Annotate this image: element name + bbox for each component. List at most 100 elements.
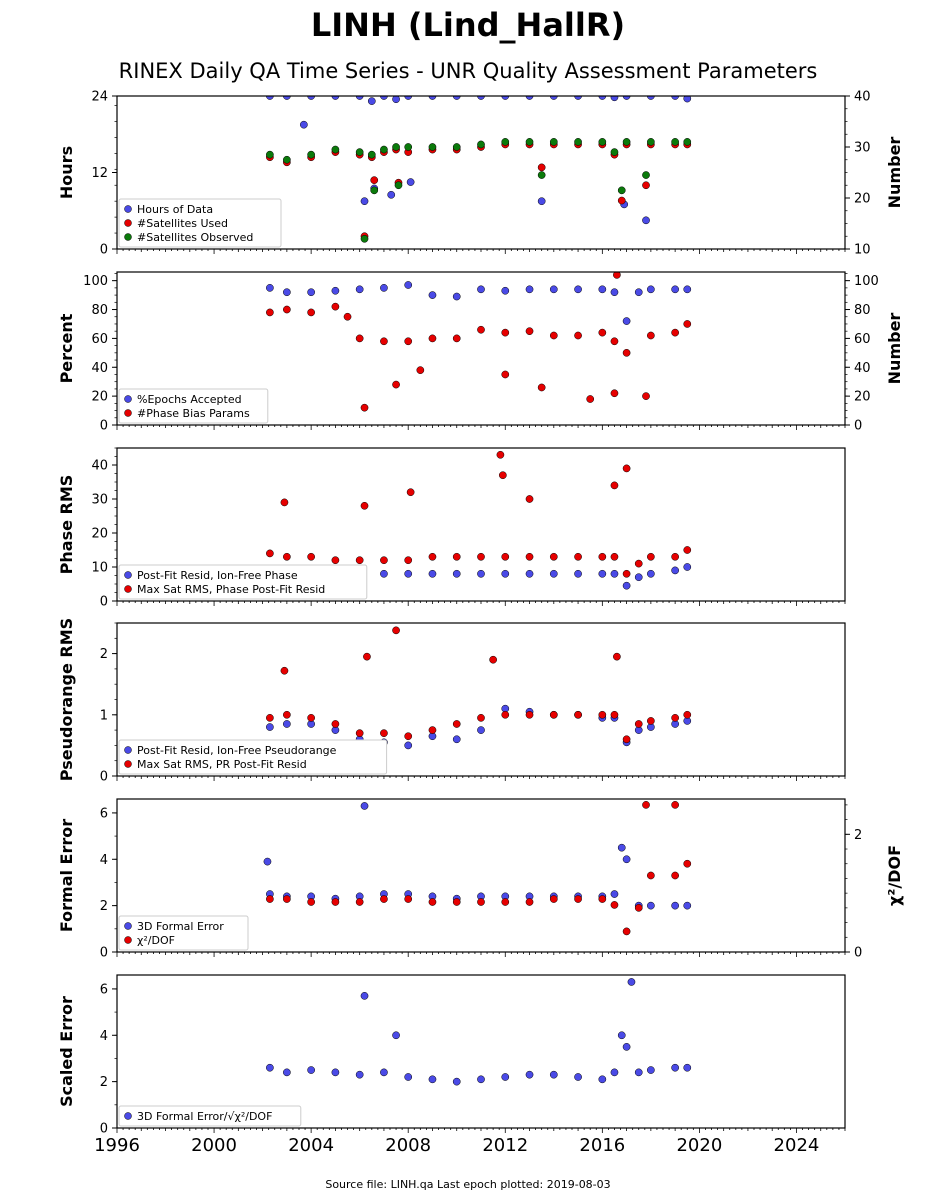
legend-label: #Satellites Used bbox=[137, 217, 228, 230]
y-tick-label: 24 bbox=[91, 90, 108, 105]
data-point--satellites-observed bbox=[671, 138, 679, 146]
data-point-hours-of-data bbox=[392, 96, 400, 104]
data-point--satellites-observed bbox=[307, 150, 315, 159]
y-tick-label: 2 bbox=[100, 647, 108, 662]
data-point--dof bbox=[634, 904, 643, 912]
data-point-max-sat-rms-phase-post-fit-resid bbox=[525, 552, 534, 561]
data-point-3d-formal-error-dof bbox=[683, 1063, 692, 1072]
data-point--phase-bias-params bbox=[307, 308, 315, 317]
legend-label: Post-Fit Resid, Ion-Free Pseudorange bbox=[137, 744, 337, 757]
y-right-tick-label: 100 bbox=[854, 274, 879, 289]
legend-marker bbox=[124, 571, 132, 579]
data-point-3d-formal-error-dof bbox=[574, 1073, 582, 1081]
points-group bbox=[263, 801, 692, 936]
data-point--epochs-accepted bbox=[380, 284, 388, 292]
data-point--dof bbox=[501, 898, 510, 906]
data-point--dof bbox=[283, 895, 291, 903]
data-point-post-fit-resid-ion-free-phase bbox=[404, 569, 413, 578]
y-tick-label: 100 bbox=[83, 274, 108, 289]
data-point-post-fit-resid-ion-free-pseudorange bbox=[452, 735, 461, 744]
panel-4: 0 1 2 Pseudorange RMS Post-Fit Resid, Ion-Fr… bbox=[57, 618, 846, 785]
data-point-3d-formal-error bbox=[671, 901, 679, 910]
data-point--phase-bias-params bbox=[380, 337, 388, 346]
legend-marker bbox=[124, 1112, 132, 1120]
y-tick-label: 12 bbox=[91, 166, 108, 181]
data-point-hours-of-data bbox=[300, 120, 308, 129]
data-point-max-sat-rms-phase-post-fit-resid bbox=[647, 552, 655, 561]
data-point--phase-bias-params bbox=[331, 302, 340, 311]
plot-frame bbox=[116, 271, 846, 426]
data-point--epochs-accepted bbox=[634, 288, 643, 297]
data-point--dof bbox=[610, 901, 619, 909]
data-point--satellites-observed bbox=[622, 138, 631, 146]
data-point--satellites-observed bbox=[360, 234, 369, 243]
data-point--epochs-accepted bbox=[647, 285, 655, 294]
data-point--dof bbox=[598, 895, 607, 903]
plot-frame bbox=[116, 622, 846, 777]
data-point-max-sat-rms-pr-post-fit-resid bbox=[622, 735, 631, 744]
data-point-max-sat-rms-pr-post-fit-resid bbox=[266, 714, 274, 722]
data-point--satellites-used bbox=[370, 176, 379, 184]
y-tick-label: 2 bbox=[100, 899, 108, 914]
data-point--satellites-observed bbox=[266, 150, 274, 159]
data-point-max-sat-rms-phase-post-fit-resid bbox=[360, 501, 369, 510]
data-point-post-fit-resid-ion-free-phase bbox=[452, 569, 461, 578]
legend-marker bbox=[124, 585, 132, 593]
plot-frame bbox=[116, 974, 846, 1129]
data-point-post-fit-resid-ion-free-phase bbox=[428, 569, 437, 578]
data-point-max-sat-rms-phase-post-fit-resid bbox=[622, 569, 631, 578]
data-point-post-fit-resid-ion-free-phase bbox=[683, 563, 692, 571]
y-tick-label: 0 bbox=[100, 946, 108, 961]
legend-marker bbox=[124, 205, 132, 213]
data-point-max-sat-rms-phase-post-fit-resid bbox=[406, 488, 415, 497]
data-point--epochs-accepted bbox=[307, 288, 315, 297]
legend-marker bbox=[124, 936, 132, 944]
data-point-max-sat-rms-pr-post-fit-resid bbox=[331, 720, 340, 728]
figure-subtitle: RINEX Daily QA Time Series - UNR Quality… bbox=[119, 59, 818, 83]
data-point--satellites-used bbox=[537, 163, 546, 172]
data-point--epochs-accepted bbox=[610, 288, 619, 297]
data-point-max-sat-rms-phase-post-fit-resid bbox=[622, 464, 631, 473]
data-point--satellites-observed bbox=[683, 138, 692, 146]
data-point-3d-formal-error bbox=[622, 855, 631, 864]
data-point--dof bbox=[355, 898, 364, 906]
data-point--satellites-observed bbox=[370, 186, 379, 195]
data-point--satellites-observed bbox=[404, 143, 413, 151]
legend-box bbox=[118, 915, 249, 951]
data-point--dof bbox=[549, 895, 558, 903]
legend-label: 3D Formal Error bbox=[137, 920, 224, 933]
data-point--phase-bias-params bbox=[622, 348, 631, 357]
data-point--satellites-observed bbox=[331, 145, 340, 154]
legend-box bbox=[118, 1105, 302, 1127]
data-point-3d-formal-error-dof bbox=[307, 1066, 315, 1074]
y-tick-label: 6 bbox=[100, 806, 108, 821]
data-point-max-sat-rms-pr-post-fit-resid bbox=[634, 720, 643, 728]
legend-label: χ²/DOF bbox=[137, 934, 175, 947]
data-point--dof bbox=[307, 898, 315, 906]
data-point--phase-bias-params bbox=[392, 380, 400, 389]
data-point-3d-formal-error-dof bbox=[501, 1073, 510, 1081]
y-tick-label: 80 bbox=[91, 303, 108, 318]
y-tick-label: 1 bbox=[100, 708, 108, 723]
panel-3: 0 10 20 30 40 Phase RMS Post-Fit Resid, Ion-Fr… bbox=[57, 447, 846, 610]
data-point--phase-bias-params bbox=[360, 403, 369, 412]
legend-box bbox=[118, 198, 282, 248]
data-point-3d-formal-error-dof bbox=[634, 1068, 643, 1077]
data-point--epochs-accepted bbox=[671, 285, 679, 294]
data-point-3d-formal-error-dof bbox=[671, 1063, 679, 1072]
y-tick-label: 20 bbox=[91, 527, 108, 542]
data-point--phase-bias-params bbox=[598, 328, 607, 337]
points-group bbox=[266, 272, 692, 412]
data-point--satellites-observed bbox=[452, 143, 461, 151]
data-point--satellites-used bbox=[617, 196, 626, 205]
data-point--dof bbox=[671, 871, 679, 880]
data-point-max-sat-rms-phase-post-fit-resid bbox=[610, 552, 619, 561]
x-tick-label: 1996 bbox=[94, 1135, 140, 1156]
data-point-max-sat-rms-pr-post-fit-resid bbox=[452, 720, 461, 728]
data-point--dof bbox=[525, 898, 534, 906]
data-point--phase-bias-params bbox=[266, 308, 274, 317]
data-point-max-sat-rms-phase-post-fit-resid bbox=[380, 556, 388, 565]
data-point--dof bbox=[477, 898, 485, 906]
data-point-post-fit-resid-ion-free-pseudorange bbox=[477, 726, 485, 734]
y-tick-label: 0 bbox=[100, 1122, 108, 1137]
